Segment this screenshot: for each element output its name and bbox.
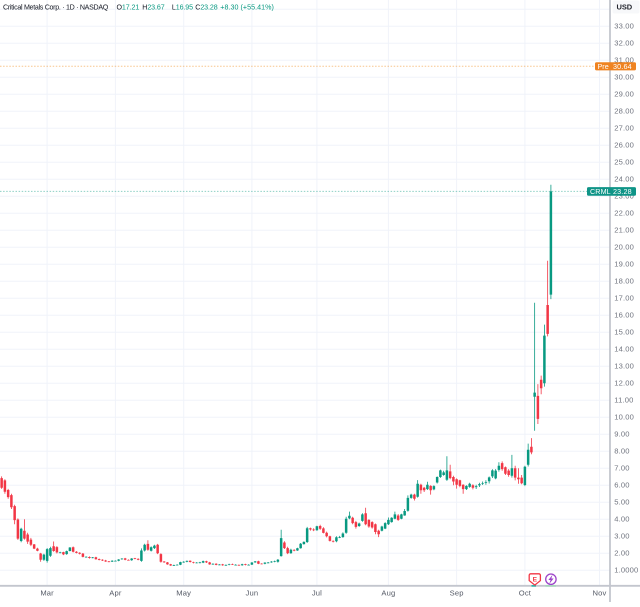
svg-text:17.00: 17.00	[614, 293, 634, 302]
svg-text:USD: USD	[617, 3, 633, 12]
svg-text:Pre: Pre	[598, 62, 609, 71]
svg-text:Apr: Apr	[109, 588, 122, 597]
svg-text:1.0000: 1.0000	[614, 565, 638, 574]
svg-text:26.00: 26.00	[614, 140, 634, 149]
svg-text:E: E	[533, 577, 538, 584]
svg-text:Critical Metals Corp. · 1D · N: Critical Metals Corp. · 1D · NASDAQ	[3, 3, 109, 11]
svg-text:Mar: Mar	[40, 588, 54, 597]
svg-text:4.00: 4.00	[614, 514, 629, 523]
svg-text:O17.21: O17.21	[117, 3, 140, 11]
svg-text:15.00: 15.00	[614, 327, 634, 336]
svg-text:27.00: 27.00	[614, 123, 634, 132]
svg-text:Oct: Oct	[519, 588, 532, 597]
svg-text:20.00: 20.00	[614, 242, 634, 251]
svg-text:29.00: 29.00	[614, 89, 634, 98]
svg-text:Jul: Jul	[312, 588, 322, 597]
svg-text:19.00: 19.00	[614, 259, 634, 268]
svg-text:30.00: 30.00	[614, 72, 634, 81]
svg-text:21.00: 21.00	[614, 225, 634, 234]
svg-text:May: May	[176, 588, 191, 597]
svg-text:3.00: 3.00	[614, 531, 629, 540]
svg-text:Nov: Nov	[593, 588, 607, 597]
svg-text:H23.67: H23.67	[142, 3, 164, 11]
svg-text:8.00: 8.00	[614, 446, 629, 455]
svg-text:Aug: Aug	[381, 588, 395, 597]
svg-text:6.00: 6.00	[614, 480, 629, 489]
svg-text:32.00: 32.00	[614, 38, 634, 47]
svg-text:16.00: 16.00	[614, 310, 634, 319]
svg-text:13.00: 13.00	[614, 361, 634, 370]
svg-text:2.00: 2.00	[614, 548, 629, 557]
svg-text:14.00: 14.00	[614, 344, 634, 353]
svg-text:+8.30 (+55.41%): +8.30 (+55.41%)	[220, 3, 274, 11]
svg-text:CRML: CRML	[590, 187, 611, 196]
svg-text:7.00: 7.00	[614, 463, 629, 472]
svg-text:18.00: 18.00	[614, 276, 634, 285]
svg-text:5.00: 5.00	[614, 497, 629, 506]
svg-text:22.00: 22.00	[614, 208, 634, 217]
svg-text:11.00: 11.00	[614, 395, 633, 404]
svg-text:23.00: 23.00	[614, 191, 634, 200]
svg-text:10.00: 10.00	[614, 412, 634, 421]
svg-text:25.00: 25.00	[614, 157, 634, 166]
svg-text:23.28: 23.28	[613, 187, 632, 196]
svg-text:31.00: 31.00	[614, 55, 634, 64]
svg-text:33.00: 33.00	[614, 21, 634, 30]
svg-text:12.00: 12.00	[614, 378, 634, 387]
svg-text:9.00: 9.00	[614, 429, 629, 438]
svg-text:24.00: 24.00	[614, 174, 634, 183]
svg-text:C23.28: C23.28	[195, 3, 217, 11]
svg-text:L16.95: L16.95	[172, 3, 193, 11]
svg-text:Jun: Jun	[246, 588, 259, 597]
svg-text:28.00: 28.00	[614, 106, 634, 115]
svg-text:30.64: 30.64	[613, 62, 632, 71]
svg-text:Sep: Sep	[450, 588, 464, 597]
